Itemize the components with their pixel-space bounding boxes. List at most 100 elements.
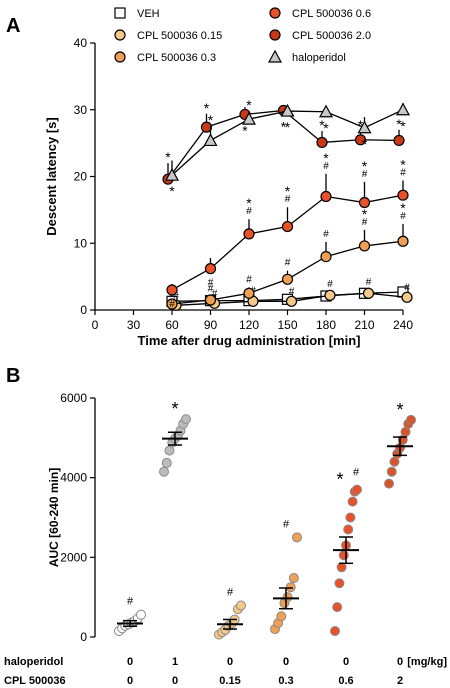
significance-mark: * <box>400 200 406 216</box>
significance-mark: # <box>169 299 175 310</box>
data-point <box>200 121 213 133</box>
data-point <box>281 220 294 233</box>
legend-marker <box>114 7 126 19</box>
legend-marker <box>114 51 126 63</box>
significance-mark: * <box>362 136 368 152</box>
significance-mark: # <box>323 229 329 240</box>
y-tick-label: 20 <box>74 170 88 184</box>
x-tick-label: 240 <box>393 318 413 332</box>
significance-mark: * <box>204 100 210 116</box>
significance-mark: * <box>362 158 368 174</box>
significance-mark: * <box>319 117 325 133</box>
significance-mark: # <box>353 467 360 479</box>
data-point <box>397 235 409 247</box>
data-point <box>241 111 257 125</box>
y-tick-label: 0 <box>80 303 87 317</box>
x-axis-title: Time after drug administration [min] <box>138 333 361 348</box>
significance-mark: # <box>285 258 291 269</box>
legend-label: CPL 500036 0.3 <box>137 52 216 64</box>
y-axis-title: Descent latency [s] <box>44 117 59 236</box>
data-point <box>393 134 405 147</box>
significance-mark: # <box>127 596 134 608</box>
haloperidol-dose: 0 <box>397 656 403 668</box>
significance-mark: # <box>285 194 291 205</box>
group-4: * #0 0.6 <box>330 467 362 687</box>
significance-mark: * <box>246 97 252 113</box>
haloperidol-dose: 0 <box>127 656 133 668</box>
y-tick-label: 30 <box>74 103 88 117</box>
significance-mark: * <box>396 400 403 420</box>
data-point <box>395 102 411 116</box>
data-point <box>401 291 413 303</box>
data-point <box>292 532 302 543</box>
significance-mark: * <box>396 116 402 132</box>
significance-mark: * <box>242 122 248 138</box>
data-point <box>336 562 347 573</box>
chart-a: 0 10 20 30 40 0 30 60 90 120 150 180 210 240 Time afte… <box>44 7 413 348</box>
significance-mark: # <box>323 161 329 172</box>
legend-label: CPL 500036 2.0 <box>292 30 371 42</box>
series-3: ##*#*#*# *#*# <box>166 150 409 310</box>
data-point <box>324 289 336 301</box>
x-tick-label: 30 <box>127 318 141 332</box>
significance-mark: * <box>165 149 171 165</box>
significance-mark: # <box>289 286 295 297</box>
legend-label: CPL 500036 0.6 <box>292 8 371 20</box>
data-point <box>357 120 372 134</box>
y-tick-label: 4000 <box>60 471 87 485</box>
significance-mark: # <box>246 206 252 217</box>
panel-label-b: B <box>6 365 20 387</box>
y-tick-label: 40 <box>74 36 88 50</box>
significance-mark: # <box>362 217 368 228</box>
significance-mark: * <box>336 470 343 490</box>
data-point <box>280 103 295 117</box>
data-point <box>136 609 146 620</box>
data-point <box>161 457 172 468</box>
data-point <box>276 611 287 622</box>
y-axis-title: AUC [60-240 min] <box>47 468 61 567</box>
data-point <box>203 133 218 147</box>
y-tick-label: 2000 <box>60 550 87 564</box>
series-4: *** * * * * <box>162 100 405 185</box>
data-point <box>362 287 375 299</box>
significance-mark: * <box>208 112 214 128</box>
x-tick-label: 150 <box>277 318 297 332</box>
data-point <box>316 136 328 149</box>
y-tick-label: 0 <box>80 630 87 644</box>
haloperidol-dose: 0 <box>343 656 349 668</box>
data-point <box>204 294 217 306</box>
x-tick-label: 90 <box>204 318 218 332</box>
data-point <box>334 578 345 589</box>
x-tick-label: 60 <box>165 318 179 332</box>
significance-mark: * <box>400 118 406 134</box>
data-point <box>386 466 397 477</box>
data-point <box>164 167 180 181</box>
haloperidol-dose: 0 <box>227 656 233 668</box>
data-point <box>352 484 362 495</box>
cpl-dose: 0 <box>172 675 178 687</box>
group-0: #0 0 <box>114 596 146 687</box>
cpl-dose: 0 <box>127 675 133 687</box>
data-point <box>166 298 178 310</box>
significance-mark: * <box>281 118 287 134</box>
data-point <box>159 466 169 477</box>
legend-label: CPL 500036 0.15 <box>137 30 222 42</box>
data-point <box>347 496 358 507</box>
group-3: #0 0.3 <box>270 518 302 687</box>
significance-mark: * <box>323 150 329 166</box>
data-point <box>358 240 371 252</box>
row-label-cpl: CPL 500036 <box>4 675 66 687</box>
significance-mark: # <box>400 211 406 222</box>
significance-mark: * <box>358 117 364 133</box>
significance-mark: # <box>366 277 372 288</box>
data-point <box>330 626 340 637</box>
haloperidol-dose: 0 <box>283 656 289 668</box>
significance-mark: # <box>362 169 368 180</box>
legend: VEH CPL 500036 0.15 CPL 500036 0.3 CPL 5000… <box>114 7 371 64</box>
cpl-dose: 0.6 <box>338 675 353 687</box>
row-label-haloperidol: haloperidol <box>4 656 63 668</box>
data-point <box>358 196 371 209</box>
significance-mark: * <box>246 195 252 211</box>
